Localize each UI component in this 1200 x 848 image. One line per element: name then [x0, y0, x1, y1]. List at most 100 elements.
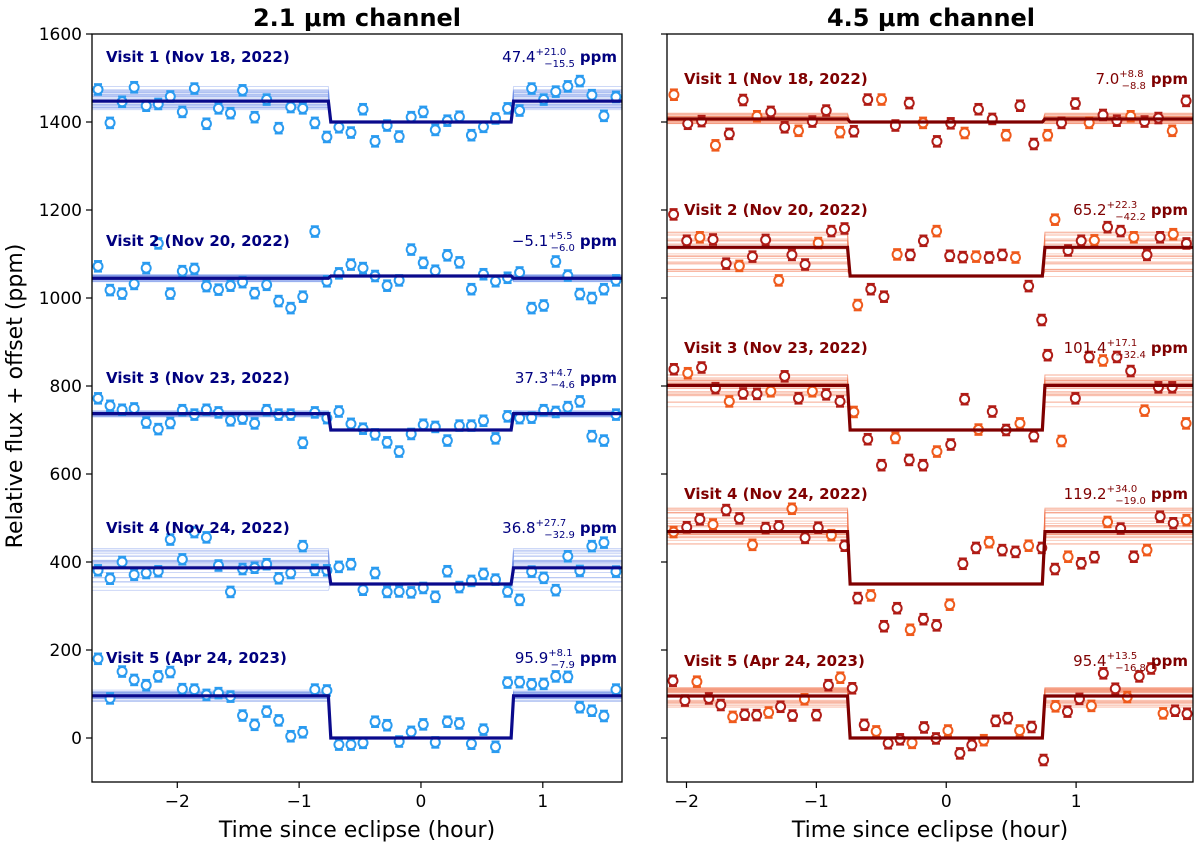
model-draw-line: [92, 691, 622, 739]
data-point: [1157, 707, 1169, 719]
data-point: [1056, 435, 1067, 447]
data-point: [104, 573, 116, 585]
data-point: [152, 423, 164, 435]
depth-label: 95.9+8.1 −7.9 ppm: [515, 648, 617, 671]
data-point: [550, 584, 562, 596]
visit-label: Visit 1 (Nov 18, 2022): [106, 48, 290, 66]
data-point: [526, 678, 538, 690]
data-point: [806, 385, 818, 397]
data-point: [733, 260, 745, 272]
data-point: [986, 406, 998, 418]
data-point: [357, 584, 369, 596]
x-tick-label: −2: [674, 792, 699, 812]
data-point: [188, 83, 200, 95]
data-point: [862, 94, 874, 106]
data-point: [1069, 98, 1081, 110]
data-point: [297, 540, 309, 552]
best-fit-model: [667, 529, 1193, 586]
data-point: [526, 83, 538, 95]
data-point: [345, 739, 357, 751]
y-tick-label: 0: [71, 729, 82, 749]
y-tick-label: 1600: [39, 25, 82, 45]
best-fit-model: [92, 411, 622, 432]
data-point: [746, 539, 758, 551]
panel-title: 2.1 μm channel: [253, 4, 461, 32]
data-point: [212, 102, 224, 114]
data-point: [586, 705, 598, 717]
data-point: [429, 265, 441, 277]
data-points: [92, 525, 622, 607]
data-point: [1097, 354, 1109, 366]
data-point: [538, 299, 550, 311]
data-point: [405, 726, 417, 738]
data-point: [682, 118, 694, 130]
data-point: [164, 288, 176, 300]
data-point: [793, 125, 804, 137]
data-point: [574, 288, 586, 300]
data-point: [381, 719, 393, 731]
data-point: [889, 432, 901, 444]
model-draw-line: [92, 700, 622, 739]
data-point: [723, 395, 735, 407]
data-point: [465, 283, 477, 295]
y-tick-label: 200: [50, 641, 82, 661]
best-fit-model: [667, 117, 1193, 124]
model-draw-line: [667, 256, 1193, 277]
data-point: [92, 83, 104, 95]
data-point: [550, 86, 562, 98]
data-point: [381, 436, 393, 448]
data-point: [957, 558, 969, 570]
y-tick-label: 600: [50, 465, 82, 485]
model-draw-line: [667, 543, 1193, 585]
data-point: [876, 94, 888, 106]
model-draw-line: [92, 107, 622, 123]
x-tick-label: 1: [1071, 792, 1082, 812]
data-point: [1075, 235, 1087, 247]
depth-label: 65.2+22.3 −42.2 ppm: [1073, 200, 1188, 223]
data-point: [1014, 417, 1026, 429]
model-draw-line: [92, 697, 622, 739]
data-point: [393, 585, 405, 597]
plot-frame: [666, 33, 1194, 783]
data-point: [834, 126, 846, 138]
data-point: [810, 709, 822, 721]
data-point: [737, 387, 749, 399]
data-point: [357, 737, 369, 749]
data-point: [465, 738, 477, 750]
data-point: [441, 565, 453, 577]
data-point: [333, 121, 345, 133]
data-point: [1042, 129, 1054, 141]
data-point: [465, 129, 477, 141]
data-point: [140, 417, 152, 429]
data-point: [176, 106, 188, 118]
panel-2-1-um: 2.1 μm channel Time since eclipse (hour) V…: [39, 4, 623, 843]
model-draw-line: [667, 533, 1193, 585]
depth-label: 7.0+8.8 −8.8 ppm: [1095, 69, 1188, 92]
data-point: [477, 415, 489, 427]
data-point: [598, 110, 610, 122]
data-point: [502, 585, 514, 597]
depth-label: 36.8+27.7 −32.9 ppm: [502, 518, 617, 541]
data-point: [746, 251, 758, 263]
data-point: [538, 678, 550, 690]
model-draw-line: [92, 109, 622, 123]
data-point: [1009, 252, 1021, 264]
best-fit-model: [667, 245, 1193, 278]
x-tick-label: 0: [416, 792, 427, 812]
data-point: [945, 439, 957, 451]
model-draw-line: [667, 253, 1193, 277]
model-draw-line: [667, 517, 1193, 585]
x-tick-label: −1: [804, 792, 829, 812]
best-fit-model: [667, 383, 1193, 432]
data-point: [862, 433, 874, 445]
data-point: [787, 710, 799, 722]
data-point: [799, 259, 811, 271]
data-point: [668, 89, 680, 101]
data-point: [903, 454, 915, 466]
data-point: [225, 414, 237, 426]
data-point: [931, 446, 943, 458]
data-point: [574, 701, 586, 713]
model-draw-line: [667, 508, 1193, 585]
data-point: [1128, 551, 1140, 563]
